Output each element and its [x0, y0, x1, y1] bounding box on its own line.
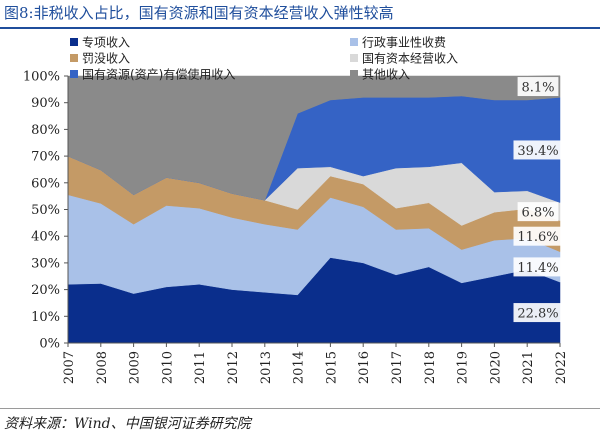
data-label-box [513, 226, 563, 246]
x-tick-label: 2015 [324, 351, 339, 384]
legend-swatch [350, 38, 358, 46]
data-label: 39.4% [517, 144, 558, 159]
legend-swatch [70, 70, 78, 78]
y-tick-label: 20% [31, 283, 60, 298]
area-series-6 [67, 75, 561, 201]
x-tick-label: 2016 [357, 351, 372, 384]
data-label: 11.6% [517, 230, 558, 245]
y-tick-label: 10% [31, 310, 60, 325]
title-text: 非税收入占比，国有资源和国有资本经营收入弹性较高 [33, 4, 394, 22]
y-tick-label: 80% [31, 123, 60, 138]
y-tick-label: 40% [31, 230, 60, 245]
data-label-box [513, 140, 563, 160]
x-tick-label: 2018 [423, 351, 438, 384]
data-label-box [517, 77, 559, 97]
legend-label: 国有资本经营收入 [362, 52, 458, 66]
source-note: 资料来源：Wind、中国银河证券研究院 [4, 416, 251, 432]
x-tick-label: 2017 [390, 351, 405, 384]
x-tick-label: 2014 [292, 351, 307, 384]
x-tick-label: 2008 [95, 351, 110, 384]
x-tick-label: 2020 [488, 351, 503, 384]
y-tick-label: 60% [31, 176, 60, 191]
legend-swatch [70, 38, 78, 46]
data-label: 22.8% [517, 307, 558, 322]
x-tick-label: 2009 [128, 351, 143, 384]
data-label-box [513, 303, 563, 323]
x-tick-label: 2010 [160, 351, 175, 384]
data-label-box [513, 257, 563, 277]
x-tick-label: 2012 [226, 351, 241, 384]
legend-swatch [350, 54, 358, 62]
y-tick-label: 0% [39, 337, 60, 352]
legend-label: 其他收入 [362, 68, 410, 82]
title-divider [0, 27, 600, 29]
y-tick-label: 30% [31, 256, 60, 271]
x-tick-label: 2019 [456, 351, 471, 384]
x-tick-label: 2022 [554, 351, 569, 384]
data-label-box [517, 202, 559, 222]
x-tick-label: 2011 [193, 351, 208, 384]
legend-label: 专项收入 [82, 35, 130, 50]
legend-label: 罚没收入 [82, 51, 130, 66]
legend-label: 国有资源(资产)有偿使用收入 [82, 67, 235, 82]
x-tick-label: 2013 [259, 351, 274, 384]
x-tick-label: 2021 [521, 351, 536, 384]
chart-title: 图8:非税收入占比，国有资源和国有资本经营收入弹性较高 [4, 2, 394, 23]
y-tick-label: 50% [31, 203, 60, 218]
y-tick-label: 90% [31, 96, 60, 111]
legend-label: 行政事业性收费 [362, 36, 446, 50]
legend-swatch [350, 70, 358, 78]
x-tick-label: 2007 [62, 351, 77, 384]
data-label: 6.8% [521, 206, 554, 221]
data-label: 11.4% [517, 261, 558, 276]
footer-divider [0, 408, 600, 409]
legend-swatch [70, 54, 78, 62]
y-tick-label: 70% [31, 150, 60, 165]
figure-number: 图8: [4, 4, 34, 22]
y-tick-label: 100% [23, 70, 60, 85]
data-label: 8.1% [521, 81, 554, 96]
stacked-area-chart: 0% 10% 20% 30% 40% 50% 60% 70% 80% 90% 100% 2007 200… [23, 35, 569, 385]
